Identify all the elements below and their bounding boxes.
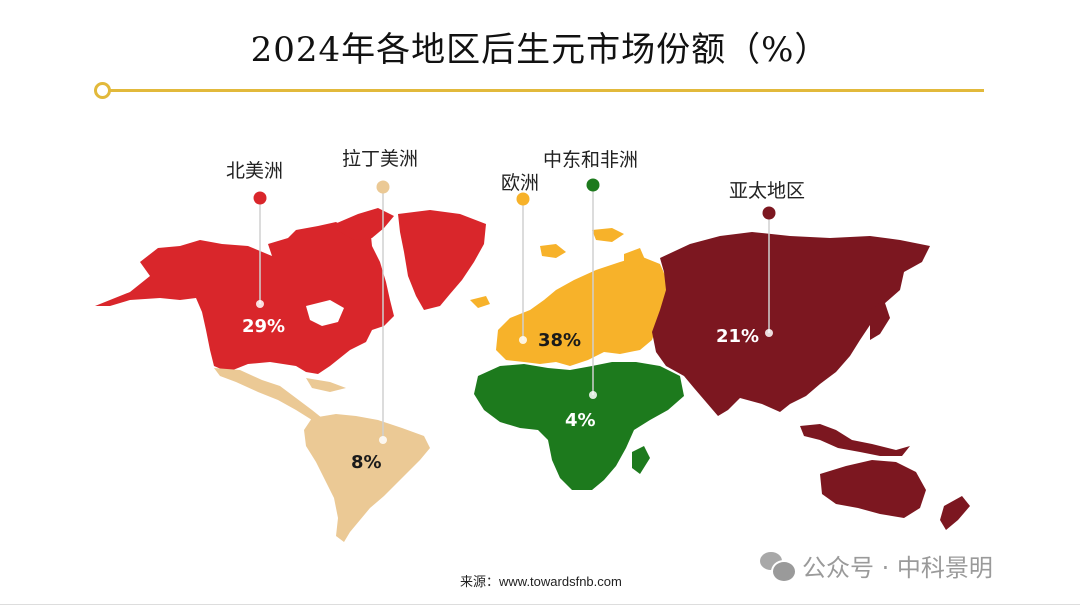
region-mea — [474, 362, 684, 490]
value-europe: 38% — [538, 330, 582, 351]
label-latin-america: 拉丁美洲 — [342, 148, 419, 170]
region-europe — [470, 228, 668, 366]
watermark-text: 公众号 · 中科景明 — [802, 554, 993, 582]
dot-apac — [762, 206, 776, 220]
chart-title: 2024年各地区后生元市场份额（%） — [250, 30, 830, 70]
dot-europe — [516, 192, 530, 206]
label-apac: 亚太地区 — [729, 180, 806, 202]
value-latin-america: 8% — [351, 452, 382, 473]
region-latin-america — [214, 368, 430, 542]
leader-lines — [259, 185, 770, 440]
region-north-america — [95, 208, 486, 374]
dot-latin-america — [376, 180, 390, 194]
watermark: 公众号 · 中科景明 — [760, 548, 993, 583]
dot-north-america — [253, 191, 267, 205]
source-note: 来源：www.towardsfnb.com — [460, 574, 622, 589]
value-north-america: 29% — [242, 316, 286, 337]
value-mea: 4% — [565, 410, 596, 431]
value-apac: 21% — [716, 326, 760, 347]
dot-mea — [586, 178, 600, 192]
label-north-america: 北美洲 — [226, 160, 284, 182]
label-mea: 中东和非洲 — [543, 149, 639, 171]
label-europe: 欧洲 — [501, 172, 540, 194]
wechat-icon — [760, 551, 797, 583]
title-rule — [108, 89, 984, 92]
region-apac — [652, 232, 970, 530]
bottom-divider — [0, 604, 1080, 605]
